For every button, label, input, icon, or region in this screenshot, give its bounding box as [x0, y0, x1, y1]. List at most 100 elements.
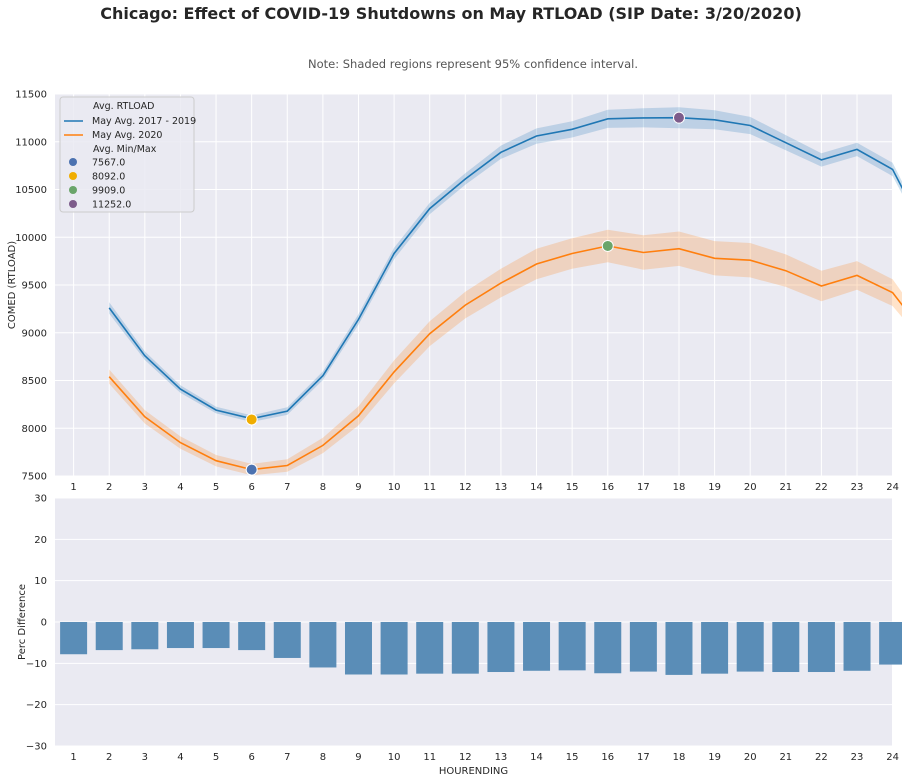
bar-hour-18 — [665, 622, 693, 675]
y-tick-label: 20 — [34, 535, 47, 546]
x-tick-label: 7 — [284, 752, 290, 763]
x-tick-label: 9 — [355, 482, 361, 493]
x-tick-label: 9 — [355, 752, 361, 763]
marker-min-2020 — [245, 463, 258, 476]
x-tick-label: 11 — [423, 482, 436, 493]
y-tick-label: 11500 — [15, 90, 47, 101]
x-tick-label: 3 — [142, 482, 148, 493]
x-tick-label: 10 — [388, 752, 401, 763]
top-x-tick-labels: 1 2 3 4 5 6 7 8 9 10 11 12 13 14 15 16 17 18 19 20 21 22 23 24 — [70, 482, 899, 493]
y-tick-label: −10 — [26, 659, 47, 670]
x-tick-label: 17 — [637, 482, 650, 493]
x-tick-label: 15 — [566, 482, 579, 493]
x-tick-label: 2 — [106, 752, 112, 763]
x-tick-label: 12 — [459, 482, 472, 493]
y-tick-label: 10500 — [15, 185, 47, 196]
bottom-x-tick-labels: 1 2 3 4 5 6 7 8 9 10 11 12 13 14 15 16 17 18 19 20 21 22 23 24 — [70, 752, 899, 763]
x-tick-label: 1 — [70, 752, 76, 763]
y-tick-label: 11000 — [15, 137, 47, 148]
ci-band-2020 — [109, 229, 902, 476]
bar-hour-3 — [131, 622, 159, 650]
x-tick-label: 11 — [423, 752, 436, 763]
x-tick-label: 5 — [213, 752, 219, 763]
bar-hour-8 — [309, 622, 337, 668]
series-line-historical — [108, 116, 902, 420]
bar-hour-21 — [772, 622, 800, 673]
x-tick-label: 14 — [530, 752, 543, 763]
x-tick-label: 15 — [566, 752, 579, 763]
x-tick-label: 19 — [708, 482, 721, 493]
legend-marker-max-2020 — [69, 186, 77, 194]
y-tick-label: 30 — [34, 494, 47, 505]
legend-marker-max-historical — [69, 200, 77, 208]
legend-label-historical: May Avg. 2017 - 2019 — [92, 116, 196, 127]
top-line-panel: 7500 8000 8500 9000 9500 10000 10500 11000 11500… — [7, 90, 902, 493]
x-tick-label: 3 — [142, 752, 148, 763]
marker-max-historical — [672, 111, 685, 124]
x-tick-label: 8 — [320, 482, 326, 493]
bar-hour-16 — [594, 622, 622, 674]
y-tick-label: 9000 — [22, 328, 47, 339]
x-tick-label: 13 — [495, 752, 508, 763]
bar-hour-13 — [487, 622, 515, 673]
series-lines — [108, 116, 902, 471]
bar-hour-10 — [380, 622, 408, 675]
y-tick-label: −20 — [26, 700, 47, 711]
x-tick-label: 10 — [388, 482, 401, 493]
x-tick-label: 6 — [248, 752, 254, 763]
bar-hour-6 — [238, 622, 266, 651]
x-tick-label: 22 — [815, 752, 828, 763]
x-tick-label: 18 — [673, 752, 686, 763]
x-tick-label: 24 — [886, 482, 899, 493]
bar-hour-7 — [273, 622, 301, 658]
x-tick-label: 21 — [779, 752, 792, 763]
legend-box — [59, 96, 195, 213]
bar-hour-22 — [807, 622, 835, 673]
legend-label-max-historical: 11252.0 — [92, 200, 131, 211]
top-y-tick-labels: 7500 8000 8500 9000 9500 10000 10500 11000 11500 — [15, 90, 47, 483]
x-tick-label: 23 — [851, 752, 864, 763]
y-tick-label: 9500 — [22, 281, 47, 292]
x-tick-label: 6 — [248, 482, 254, 493]
y-tick-label: 8500 — [22, 376, 47, 387]
marker-max-2020 — [601, 239, 614, 252]
legend: Avg. RTLOAD May Avg. 2017 - 2019 May Avg… — [59, 96, 196, 213]
x-tick-label: 12 — [459, 752, 472, 763]
min-max-markers — [245, 111, 685, 476]
legend-label-min-historical: 8092.0 — [92, 172, 125, 183]
bar-hour-14 — [523, 622, 551, 671]
x-tick-label: 18 — [673, 482, 686, 493]
x-tick-label: 17 — [637, 752, 650, 763]
x-tick-label: 23 — [851, 482, 864, 493]
y-tick-label: −30 — [26, 742, 47, 753]
x-tick-label: 22 — [815, 482, 828, 493]
confidence-note: Note: Shaded regions represent 95% confi… — [308, 57, 638, 71]
bar-hour-23 — [843, 622, 871, 671]
x-tick-label: 20 — [744, 482, 757, 493]
x-tick-label: 14 — [530, 482, 543, 493]
y-tick-label: 10000 — [15, 233, 47, 244]
bar-hour-17 — [629, 622, 657, 672]
x-tick-label: 2 — [106, 482, 112, 493]
bar-hour-12 — [451, 622, 479, 674]
x-tick-label: 16 — [601, 482, 614, 493]
legend-title-rtload: Avg. RTLOAD — [93, 101, 154, 112]
x-tick-label: 13 — [495, 482, 508, 493]
ci-band-historical — [109, 107, 902, 422]
x-tick-label: 16 — [601, 752, 614, 763]
legend-label-max-2020: 9909.0 — [92, 186, 125, 197]
bottom-x-axis-label: HOURENDING — [439, 766, 508, 777]
bar-hour-1 — [60, 622, 88, 655]
percent-difference-bars — [60, 622, 902, 675]
bottom-y-axis-label: Perc Difference — [17, 584, 28, 660]
x-tick-label: 8 — [320, 752, 326, 763]
x-tick-label: 19 — [708, 752, 721, 763]
x-tick-label: 4 — [177, 482, 183, 493]
series-line-2020 — [108, 245, 902, 471]
x-tick-label: 20 — [744, 752, 757, 763]
bar-hour-20 — [736, 622, 764, 672]
bar-hour-15 — [558, 622, 586, 671]
y-tick-label: 10 — [34, 576, 47, 587]
